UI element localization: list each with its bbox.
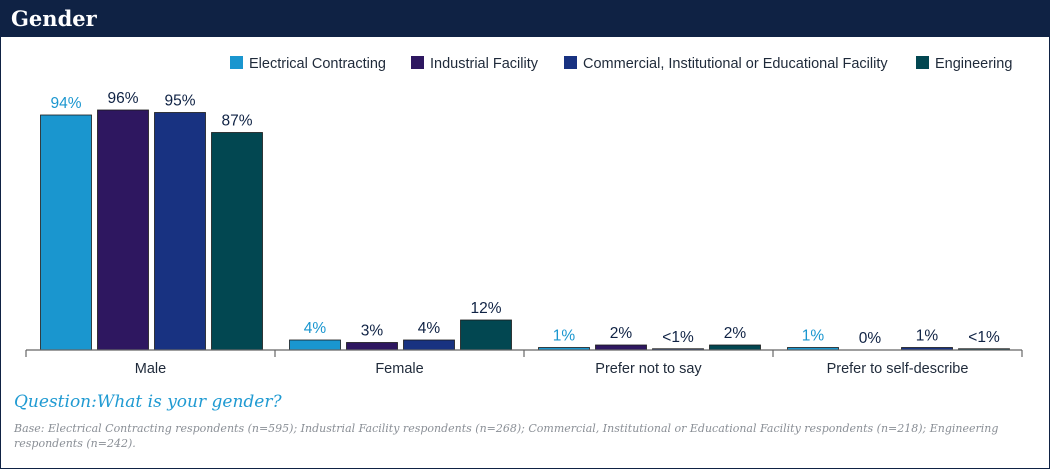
data-label-1-3: 95%: [164, 93, 195, 110]
bar-3-4: [709, 344, 761, 351]
data-label-4-2: 0%: [859, 330, 882, 347]
base-note: Base: Electrical Contracting respondents…: [14, 422, 999, 450]
legend-label-2: Industrial Facility: [430, 56, 539, 72]
data-label-1-4: 87%: [221, 113, 252, 130]
question-text: Question:What is your gender?: [14, 392, 282, 412]
data-label-2-3: 4%: [418, 320, 441, 337]
data-label-1-2: 96%: [107, 90, 138, 107]
data-label-4-3: 1%: [916, 328, 939, 345]
category-label-4: Prefer to self-describe: [827, 361, 969, 377]
category-label-2: Female: [375, 361, 423, 377]
header-bar: Gender: [1, 1, 1049, 37]
data-label-2-4: 12%: [470, 300, 501, 317]
data-label-2-2: 3%: [361, 323, 384, 340]
bar-1-2: [97, 109, 149, 351]
bar-chart: Electrical Contracting Industrial Facilit…: [25, 56, 1023, 377]
legend-label-4: Engineering: [935, 56, 1012, 72]
data-label-4-4: <1%: [968, 329, 1000, 346]
bar-2-2: [346, 342, 398, 351]
category-label-3: Prefer not to say: [595, 361, 702, 377]
legend-swatch-3: [564, 56, 577, 69]
bar-2-3: [403, 339, 455, 351]
legend-label-3: Commercial, Institutional or Educational…: [583, 56, 888, 72]
legend-swatch-1: [230, 56, 243, 69]
category-label-1: Male: [135, 361, 166, 377]
bar-1-4: [211, 132, 263, 351]
legend-swatch-2: [411, 56, 424, 69]
bar-1-3: [154, 112, 206, 351]
data-label-1-1: 94%: [50, 95, 81, 112]
data-label-3-4: 2%: [724, 325, 747, 342]
data-label-3-2: 2%: [610, 325, 633, 342]
data-label-3-1: 1%: [553, 328, 576, 345]
chart-title: Gender: [11, 6, 97, 31]
bar-2-1: [289, 339, 341, 351]
data-label-4-1: 1%: [802, 328, 825, 345]
data-label-2-1: 4%: [304, 320, 327, 337]
data-label-3-3: <1%: [662, 329, 694, 346]
bar-2-4: [460, 319, 512, 351]
legend-label-1: Electrical Contracting: [249, 56, 386, 72]
legend-swatch-4: [916, 56, 929, 69]
bar-3-2: [595, 344, 647, 351]
bar-1-1: [40, 114, 92, 351]
